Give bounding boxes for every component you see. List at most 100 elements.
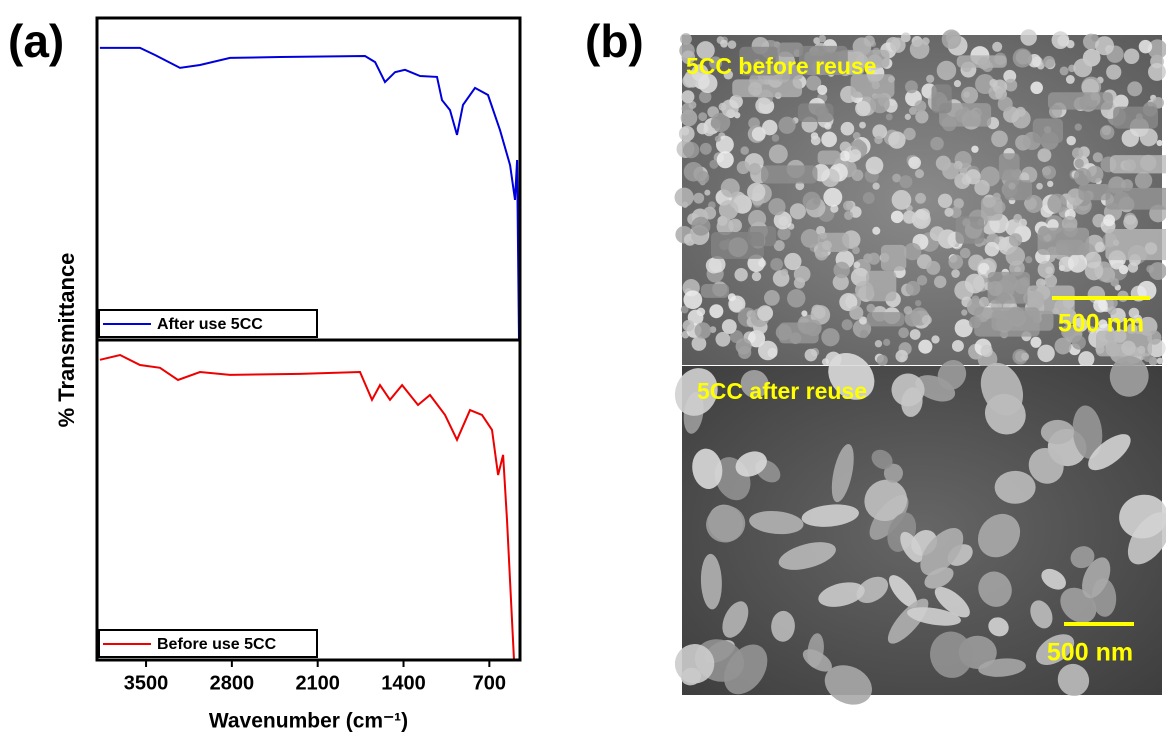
particle bbox=[1012, 48, 1033, 68]
particle bbox=[696, 122, 709, 135]
particle bbox=[918, 339, 933, 354]
particle bbox=[747, 182, 766, 202]
particle bbox=[1037, 261, 1055, 279]
particle bbox=[1025, 256, 1033, 264]
particle bbox=[757, 340, 778, 361]
particle bbox=[867, 252, 880, 265]
particle bbox=[1119, 494, 1166, 539]
particle bbox=[696, 41, 715, 60]
particle bbox=[991, 130, 1008, 148]
particle bbox=[948, 254, 964, 270]
particle bbox=[872, 124, 888, 140]
particle bbox=[703, 206, 717, 220]
particle bbox=[704, 189, 711, 196]
particle bbox=[824, 122, 832, 130]
particle bbox=[954, 319, 973, 338]
particle bbox=[891, 190, 912, 210]
plot-frame bbox=[95, 338, 522, 662]
particle bbox=[801, 310, 808, 317]
particle bbox=[740, 146, 749, 155]
particle bbox=[971, 145, 979, 153]
particle bbox=[920, 528, 964, 576]
particle bbox=[984, 241, 1000, 257]
particle bbox=[709, 56, 723, 70]
particle bbox=[740, 369, 769, 399]
particle bbox=[1047, 180, 1054, 188]
particle bbox=[805, 75, 822, 91]
particle bbox=[849, 305, 864, 320]
particle bbox=[937, 360, 967, 390]
particle bbox=[749, 510, 804, 535]
particle bbox=[907, 607, 961, 626]
particle bbox=[855, 100, 871, 117]
crystal bbox=[1032, 118, 1064, 144]
particle bbox=[1020, 29, 1037, 46]
particle bbox=[937, 193, 953, 208]
particle bbox=[891, 373, 925, 407]
particle bbox=[908, 106, 917, 115]
particle bbox=[1148, 262, 1166, 281]
particle bbox=[682, 319, 695, 332]
particle bbox=[1005, 219, 1023, 237]
particle bbox=[892, 173, 901, 183]
crystal bbox=[866, 312, 905, 327]
particle bbox=[1021, 352, 1030, 361]
particle bbox=[1061, 215, 1078, 232]
particle bbox=[762, 119, 778, 136]
particle bbox=[793, 277, 806, 289]
particle bbox=[727, 40, 737, 49]
particle bbox=[905, 280, 921, 296]
particle bbox=[953, 80, 962, 88]
spectrum-line bbox=[99, 46, 520, 341]
particle bbox=[992, 41, 1003, 52]
particle bbox=[1095, 36, 1115, 56]
particle bbox=[804, 348, 818, 362]
legend-label: Before use 5CC bbox=[157, 636, 277, 653]
particle bbox=[818, 582, 865, 607]
particle bbox=[890, 210, 904, 224]
particle bbox=[1070, 546, 1095, 569]
particle bbox=[705, 257, 722, 274]
particle bbox=[959, 247, 971, 259]
particle bbox=[833, 261, 850, 279]
crystal bbox=[1105, 229, 1166, 261]
particle bbox=[764, 290, 780, 306]
spectrum-line bbox=[99, 353, 515, 661]
particle bbox=[716, 151, 734, 169]
particle bbox=[698, 73, 718, 94]
particle bbox=[718, 200, 739, 220]
crystal bbox=[956, 55, 1007, 68]
particle bbox=[811, 304, 823, 316]
particle bbox=[980, 362, 1024, 416]
particle bbox=[872, 226, 881, 235]
particle bbox=[770, 257, 784, 271]
crystal bbox=[1037, 227, 1090, 255]
particle bbox=[852, 131, 861, 140]
particle bbox=[989, 78, 998, 88]
particle bbox=[936, 60, 957, 81]
particle bbox=[771, 134, 780, 142]
crystal bbox=[1109, 155, 1166, 174]
particle bbox=[729, 94, 743, 109]
particle bbox=[698, 112, 708, 122]
crystal bbox=[817, 150, 841, 165]
particle bbox=[988, 617, 1009, 637]
crystal bbox=[1113, 106, 1159, 129]
particle bbox=[784, 252, 802, 271]
particle bbox=[1059, 66, 1069, 76]
crystal bbox=[1004, 180, 1033, 201]
particle bbox=[994, 470, 1036, 504]
particle bbox=[817, 84, 828, 95]
crystal bbox=[955, 216, 985, 244]
particle bbox=[883, 463, 903, 483]
particle bbox=[751, 127, 766, 141]
particle bbox=[1037, 148, 1052, 163]
particle bbox=[778, 542, 836, 570]
particle bbox=[802, 191, 821, 211]
particle bbox=[1106, 64, 1122, 80]
particle bbox=[1088, 434, 1131, 471]
particle bbox=[1057, 663, 1090, 697]
particle bbox=[904, 113, 911, 120]
particle bbox=[1074, 158, 1084, 169]
particle bbox=[872, 182, 880, 190]
